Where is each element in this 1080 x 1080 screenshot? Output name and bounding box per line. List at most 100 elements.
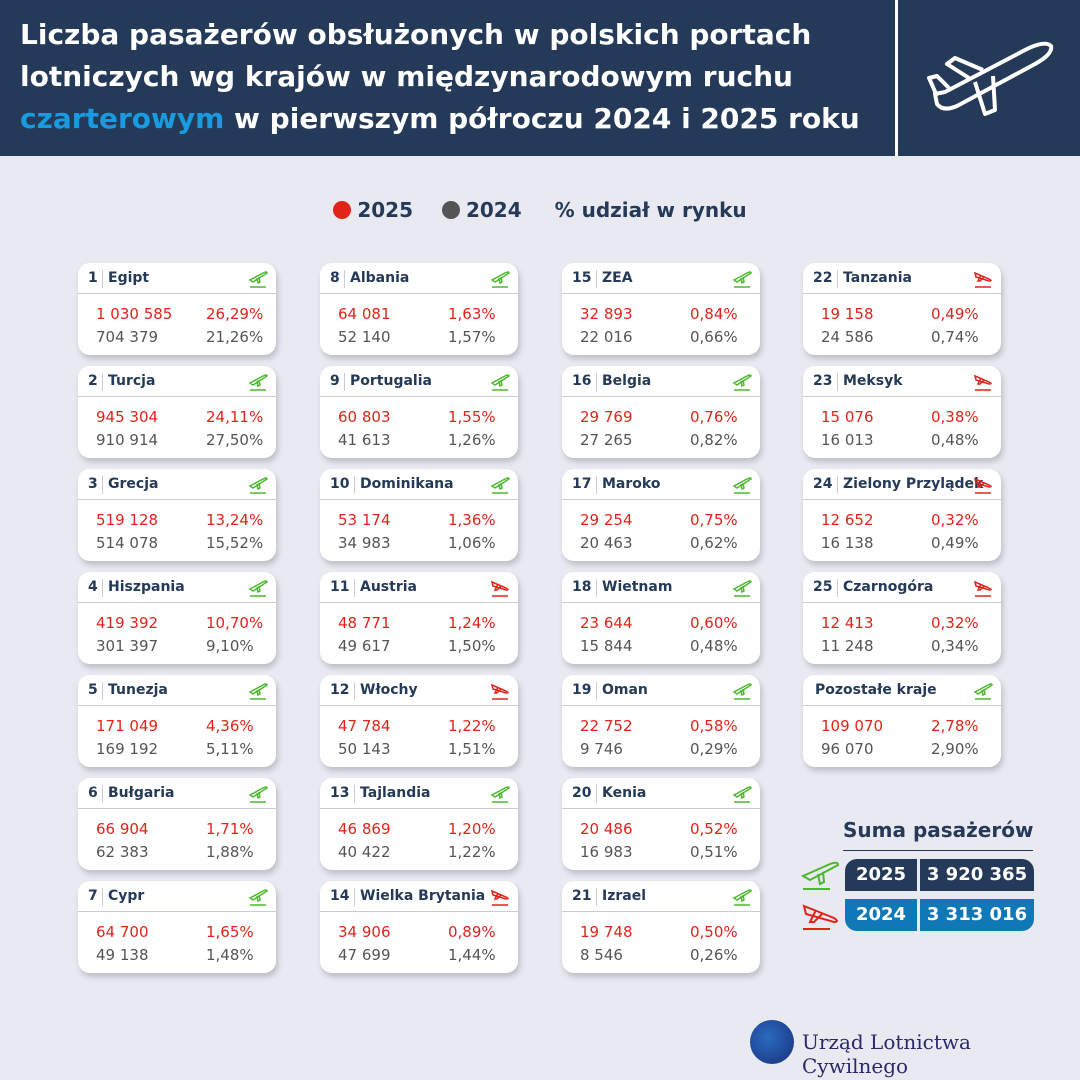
passengers-2024: 514 078 bbox=[96, 534, 159, 552]
card-header: 1 Egipt bbox=[78, 263, 276, 294]
share-2024: 1,44% bbox=[448, 946, 496, 964]
rank-separator bbox=[837, 373, 838, 391]
rank: 5 bbox=[88, 682, 98, 698]
rank: 12 bbox=[330, 682, 350, 698]
share-2024: 27,50% bbox=[206, 431, 264, 449]
country-card: 20 Kenia 20 486 0,52% 16 983 0,51% bbox=[562, 778, 760, 870]
card-header: 18 Wietnam bbox=[562, 572, 760, 603]
share-2025: 1,24% bbox=[448, 614, 496, 632]
passengers-2025: 20 486 bbox=[580, 820, 633, 838]
passengers-2025: 53 174 bbox=[338, 511, 391, 529]
rank-separator bbox=[102, 270, 103, 288]
rank: 25 bbox=[813, 579, 833, 595]
org-name: Urząd Lotnictwa Cywilnego bbox=[802, 1030, 971, 1078]
rank: 22 bbox=[813, 270, 833, 286]
country-name: Tajlandia bbox=[360, 785, 431, 801]
passengers-2024: 9 746 bbox=[580, 740, 623, 758]
rank: 6 bbox=[88, 785, 98, 801]
share-2025: 0,75% bbox=[690, 511, 738, 529]
takeoff-icon bbox=[248, 271, 268, 288]
passengers-2024: 96 070 bbox=[821, 740, 874, 758]
country-card: 5 Tunezja 171 049 4,36% 169 192 5,11% bbox=[78, 675, 276, 767]
rank-separator bbox=[596, 888, 597, 906]
rank: 2 bbox=[88, 373, 98, 389]
share-2024: 5,11% bbox=[206, 740, 254, 758]
country-card: 17 Maroko 29 254 0,75% 20 463 0,62% bbox=[562, 469, 760, 561]
country-name: Hiszpania bbox=[108, 579, 185, 595]
landing-icon bbox=[490, 580, 509, 597]
country-name: Włochy bbox=[360, 682, 418, 698]
landing-icon bbox=[490, 683, 509, 700]
card-header: 25 Czarnogóra bbox=[803, 572, 1001, 603]
passengers-2024: 27 265 bbox=[580, 431, 633, 449]
rank: 21 bbox=[572, 888, 592, 904]
card-header: 15 ZEA bbox=[562, 263, 760, 294]
rank-separator bbox=[102, 579, 103, 597]
passengers-2025: 29 254 bbox=[580, 511, 633, 529]
country-card: 19 Oman 22 752 0,58% 9 746 0,29% bbox=[562, 675, 760, 767]
rank: 13 bbox=[330, 785, 350, 801]
share-2024: 0,29% bbox=[690, 740, 738, 758]
share-2025: 1,65% bbox=[206, 923, 254, 941]
share-2025: 13,24% bbox=[206, 511, 264, 529]
title-line-1: Liczba pasażerów obsłużonych w polskich … bbox=[20, 18, 812, 51]
passengers-2024: 50 143 bbox=[338, 740, 391, 758]
country-name: Belgia bbox=[602, 373, 652, 389]
card-header: 7 Cypr bbox=[78, 881, 276, 912]
card-header: 6 Bułgaria bbox=[78, 778, 276, 809]
passengers-2024: 20 463 bbox=[580, 534, 633, 552]
summary-total-2025: 3 920 365 bbox=[920, 859, 1034, 891]
passengers-2024: 301 397 bbox=[96, 637, 159, 655]
rank-separator bbox=[596, 373, 597, 391]
country-card: 23 Meksyk 15 076 0,38% 16 013 0,48% bbox=[803, 366, 1001, 458]
country-card: Pozostałe kraje 109 070 2,78% 96 070 2,90% bbox=[803, 675, 1001, 767]
share-2024: 0,26% bbox=[690, 946, 738, 964]
share-2024: 9,10% bbox=[206, 637, 254, 655]
share-2025: 1,63% bbox=[448, 305, 496, 323]
country-name: Austria bbox=[360, 579, 417, 595]
card-header: 17 Maroko bbox=[562, 469, 760, 500]
passengers-2024: 11 248 bbox=[821, 637, 874, 655]
passengers-2025: 419 392 bbox=[96, 614, 159, 632]
rank-separator bbox=[596, 682, 597, 700]
share-2025: 1,22% bbox=[448, 717, 496, 735]
passengers-2024: 49 617 bbox=[338, 637, 391, 655]
passengers-2024: 16 013 bbox=[821, 431, 874, 449]
country-name: Pozostałe kraje bbox=[815, 682, 937, 698]
rank-separator bbox=[354, 785, 355, 803]
takeoff-icon bbox=[732, 477, 752, 494]
ulc-logo bbox=[750, 1020, 794, 1064]
share-2025: 0,58% bbox=[690, 717, 738, 735]
rank: 23 bbox=[813, 373, 833, 389]
rank: 1 bbox=[88, 270, 98, 286]
card-header: 24 Zielony Przylądek bbox=[803, 469, 1001, 500]
passengers-2024: 34 983 bbox=[338, 534, 391, 552]
share-2025: 0,38% bbox=[931, 408, 979, 426]
card-header: 3 Grecja bbox=[78, 469, 276, 500]
country-name: Izrael bbox=[602, 888, 647, 904]
rank-separator bbox=[596, 476, 597, 494]
passengers-2025: 64 700 bbox=[96, 923, 149, 941]
country-name: Kenia bbox=[602, 785, 647, 801]
country-name: Portugalia bbox=[350, 373, 432, 389]
share-2024: 1,51% bbox=[448, 740, 496, 758]
legend-2024: 2024 bbox=[465, 197, 522, 222]
takeoff-icon bbox=[490, 374, 510, 391]
landing-icon bbox=[802, 904, 838, 930]
summary-total-2024: 3 313 016 bbox=[920, 899, 1034, 931]
summary-title: Suma pasażerów bbox=[843, 818, 1034, 842]
country-card: 18 Wietnam 23 644 0,60% 15 844 0,48% bbox=[562, 572, 760, 664]
card-header: 10 Dominikana bbox=[320, 469, 518, 500]
header-divider bbox=[895, 0, 898, 156]
passengers-2025: 12 413 bbox=[821, 614, 874, 632]
rank: 4 bbox=[88, 579, 98, 595]
landing-icon bbox=[490, 889, 509, 906]
legend-share: % udział w rynku bbox=[554, 197, 747, 222]
passengers-2025: 15 076 bbox=[821, 408, 874, 426]
passengers-2024: 16 138 bbox=[821, 534, 874, 552]
country-card: 8 Albania 64 081 1,63% 52 140 1,57% bbox=[320, 263, 518, 355]
country-card: 7 Cypr 64 700 1,65% 49 138 1,48% bbox=[78, 881, 276, 973]
takeoff-icon bbox=[490, 271, 510, 288]
share-2025: 0,52% bbox=[690, 820, 738, 838]
country-name: Albania bbox=[350, 270, 410, 286]
